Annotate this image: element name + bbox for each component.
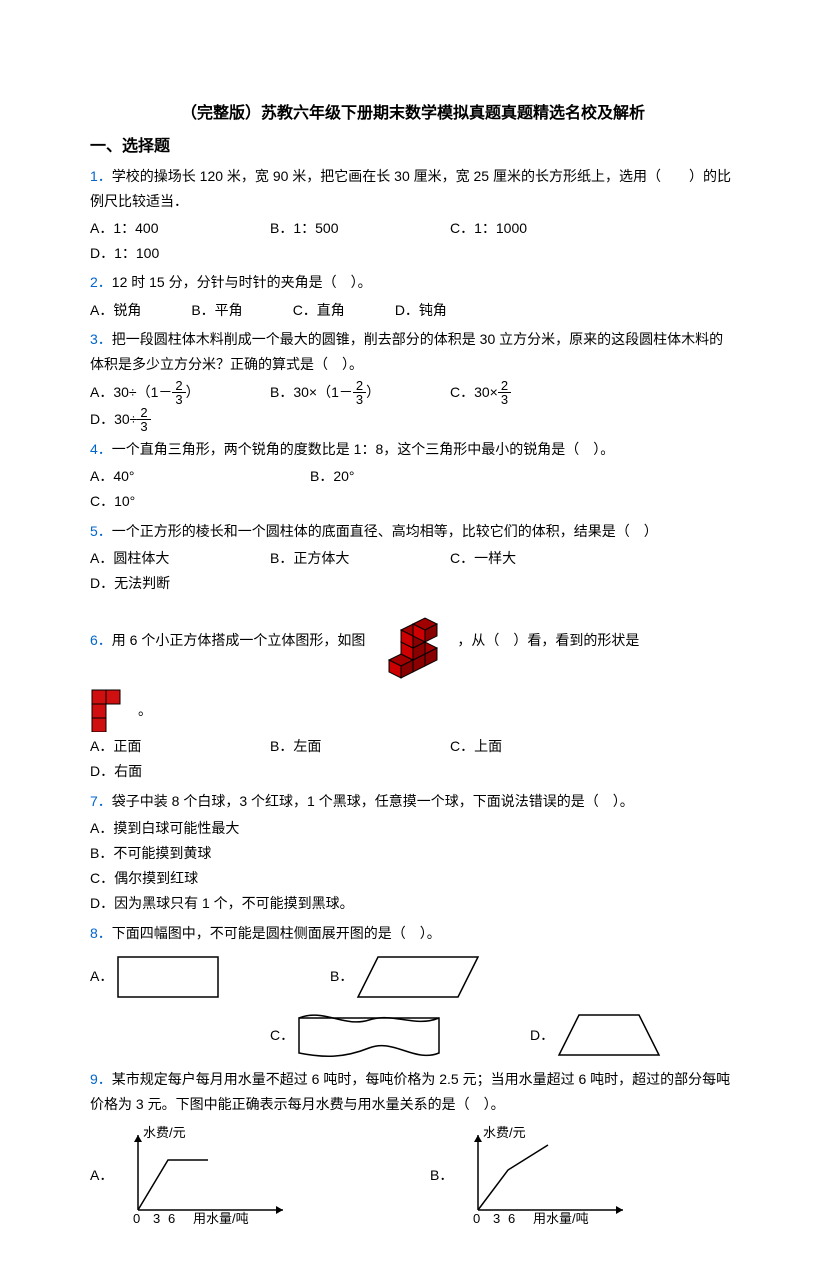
parallelogram-icon — [353, 952, 483, 1002]
option-b: B．不可能摸到黄球 — [90, 841, 400, 866]
question-9: 9．某市规定每户每月用水量不超过 6 吨时，每吨价格为 2.5 元；当用水量超过… — [90, 1067, 736, 1225]
question-1: 1．学校的操场长 120 米，宽 90 米，把它画在长 30 厘米，宽 25 厘… — [90, 164, 736, 267]
option-a: A．40° — [90, 464, 270, 489]
option-c: C．1：1000 — [450, 216, 590, 241]
svg-text:3: 3 — [153, 1211, 160, 1225]
question-number: 5． — [90, 523, 112, 539]
option-c: C．10° — [90, 489, 270, 514]
option-a: A．正面 — [90, 734, 230, 759]
option-d: D．钝角 — [395, 298, 447, 323]
option-d: D． — [530, 1010, 664, 1060]
rectangle-icon — [113, 952, 223, 1002]
svg-text:用水量/吨: 用水量/吨 — [193, 1211, 249, 1225]
option-d: D．30÷23 — [90, 406, 230, 433]
option-a: A．1：400 — [90, 216, 230, 241]
cube-3d-icon — [371, 600, 451, 680]
period: 。 — [138, 698, 152, 723]
question-number: 9． — [90, 1071, 112, 1087]
svg-text:3: 3 — [493, 1211, 500, 1225]
option-d: D．无法判断 — [90, 571, 230, 596]
option-c: C． — [270, 1008, 490, 1063]
svg-text:水费/元: 水费/元 — [143, 1125, 186, 1140]
question-number: 1． — [90, 168, 112, 184]
option-a: A． 水费/元 0 3 6 用水量/吨 — [90, 1125, 390, 1225]
question-text: 把一段圆柱体木料削成一个最大的圆锥，削去部分的体积是 30 立方分米，原来的这段… — [90, 331, 723, 372]
question-text-pre: 用 6 个小正方体搭成一个立体图形，如图 — [112, 628, 366, 653]
wavy-shape-icon — [294, 1008, 444, 1063]
question-number: 2． — [90, 274, 112, 290]
option-a: A． — [90, 952, 290, 1002]
option-c: C．偶尔摸到红球 — [90, 866, 400, 891]
svg-text:0: 0 — [133, 1211, 140, 1225]
question-text: 一个正方形的棱长和一个圆柱体的底面直径、高均相等，比较它们的体积，结果是（ ） — [112, 523, 658, 539]
graph-b-icon: 水费/元 0 3 6 用水量/吨 — [453, 1125, 633, 1225]
question-text: 某市规定每户每月用水量不超过 6 吨时，每吨价格为 2.5 元；当用水量超过 6… — [90, 1071, 730, 1112]
option-b: B．正方体大 — [270, 546, 410, 571]
question-number: 4． — [90, 441, 112, 457]
option-a: A．锐角 — [90, 298, 141, 323]
option-a: A．摸到白球可能性最大 — [90, 816, 400, 841]
option-d: D．1：100 — [90, 241, 230, 266]
option-c: C．上面 — [450, 734, 590, 759]
option-c: C．直角 — [293, 298, 345, 323]
question-3: 3．把一段圆柱体木料削成一个最大的圆锥，削去部分的体积是 30 立方分米，原来的… — [90, 327, 736, 433]
question-5: 5．一个正方形的棱长和一个圆柱体的底面直径、高均相等，比较它们的体积，结果是（ … — [90, 519, 736, 597]
option-a: A．30÷（1－23） — [90, 379, 230, 406]
trapezoid-icon — [554, 1010, 664, 1060]
question-4: 4．一个直角三角形，两个锐角的度数比是 1：8，这个三角形中最小的锐角是（ ）。… — [90, 437, 736, 515]
option-b: B．30×（1－23） — [270, 379, 410, 406]
svg-text:用水量/吨: 用水量/吨 — [533, 1211, 589, 1225]
option-d: D．因为黑球只有 1 个，不可能摸到黑球。 — [90, 891, 400, 916]
svg-text:水费/元: 水费/元 — [483, 1125, 526, 1140]
question-text: 下面四幅图中，不可能是圆柱侧面展开图的是（ ）。 — [112, 925, 441, 941]
option-c: C．30×23 — [450, 379, 590, 406]
question-6: 6． 用 6 个小正方体搭成一个立体图形，如图 — [90, 600, 736, 784]
option-b: B．左面 — [270, 734, 410, 759]
question-text: 袋子中装 8 个白球，3 个红球，1 个黑球，任意摸一个球，下面说法错误的是（ … — [112, 793, 634, 809]
question-8: 8．下面四幅图中，不可能是圆柱侧面展开图的是（ ）。 A． B． C． — [90, 921, 736, 1063]
doc-title: （完整版）苏教六年级下册期末数学模拟真题真题精选名校及解析 — [90, 100, 736, 129]
question-7: 7．袋子中装 8 个白球，3 个红球，1 个黑球，任意摸一个球，下面说法错误的是… — [90, 789, 736, 917]
question-number: 7． — [90, 793, 112, 809]
option-b: B． — [330, 952, 483, 1002]
question-text: 一个直角三角形，两个锐角的度数比是 1：8，这个三角形中最小的锐角是（ ）。 — [112, 441, 614, 457]
svg-text:6: 6 — [508, 1211, 515, 1225]
graph-a-icon: 水费/元 0 3 6 用水量/吨 — [113, 1125, 293, 1225]
option-b: B．平角 — [191, 298, 242, 323]
question-2: 2．12 时 15 分，分针与时针的夹角是（ ）。 A．锐角 B．平角 C．直角… — [90, 270, 736, 322]
svg-text:6: 6 — [168, 1211, 175, 1225]
option-b: B．1：500 — [270, 216, 410, 241]
question-text-post: ，从（ ）看，看到的形状是 — [457, 628, 639, 653]
svg-text:0: 0 — [473, 1211, 480, 1225]
section-heading: 一、选择题 — [90, 133, 736, 162]
question-text: 12 时 15 分，分针与时针的夹角是（ ）。 — [112, 274, 372, 290]
option-d: D．右面 — [90, 759, 230, 784]
option-c: C．一样大 — [450, 546, 590, 571]
question-text: 学校的操场长 120 米，宽 90 米，把它画在长 30 厘米，宽 25 厘米的… — [90, 168, 731, 209]
question-number: 6． — [90, 628, 112, 653]
question-number: 8． — [90, 925, 112, 941]
option-b: B．20° — [310, 464, 490, 489]
flat-view-icon — [90, 688, 134, 732]
option-b: B． 水费/元 0 3 6 用水量/吨 — [430, 1125, 633, 1225]
question-number: 3． — [90, 331, 112, 347]
option-a: A．圆柱体大 — [90, 546, 230, 571]
